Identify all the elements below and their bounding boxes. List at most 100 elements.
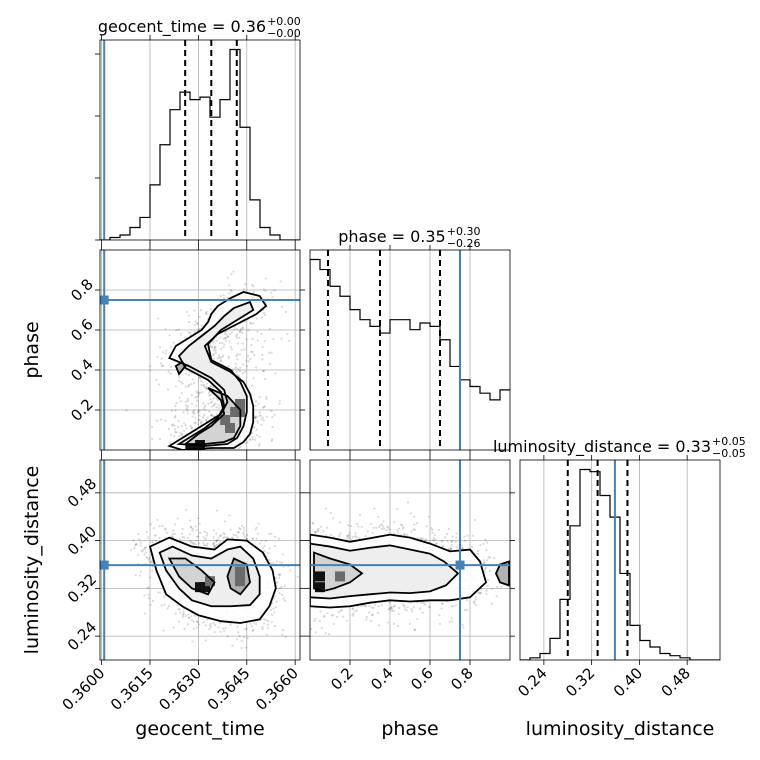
scatter-point <box>413 628 417 631</box>
title-minus-phase: −0.26 <box>447 237 481 250</box>
title-phase: phase = 0.35 +0.30−0.26 <box>338 225 480 250</box>
scatter-point <box>143 594 146 597</box>
scatter-point <box>253 621 256 624</box>
scatter-point <box>433 533 436 537</box>
scatter-point <box>172 341 175 344</box>
scatter-point <box>245 537 249 541</box>
scatter-point <box>488 556 492 559</box>
scatter-point <box>157 591 160 594</box>
scatter-point <box>205 387 208 390</box>
scatter-point <box>402 526 405 529</box>
hist-line-luminosity_distance <box>520 468 720 660</box>
scatter-point <box>211 400 214 403</box>
scatter-point <box>277 537 281 540</box>
scatter-point <box>279 280 282 283</box>
scatter-point <box>413 628 416 631</box>
scatter-point <box>184 423 187 427</box>
scatter-point <box>283 599 286 602</box>
contour-line-0-2 <box>182 387 242 445</box>
scatter-point <box>432 539 435 542</box>
scatter-point <box>236 454 238 456</box>
scatter-point <box>305 601 307 603</box>
scatter-point <box>168 451 170 453</box>
scatter-point <box>148 556 151 559</box>
scatter-point <box>169 372 172 375</box>
scatter-point <box>218 356 221 359</box>
scatter-point <box>345 535 349 538</box>
scatter-point <box>281 593 284 597</box>
scatter-point <box>192 627 195 630</box>
scatter-point <box>161 364 165 368</box>
scatter-point <box>212 349 216 352</box>
scatter-point <box>424 603 427 606</box>
scatter-point <box>158 437 162 441</box>
scatter-point <box>209 345 212 348</box>
scatter-point <box>168 333 171 337</box>
scatter-point <box>222 294 225 297</box>
scatter-point <box>137 532 140 536</box>
scatter-point <box>232 533 235 537</box>
scatter-point <box>223 452 225 454</box>
scatter-point <box>238 353 242 356</box>
scatter-point <box>215 540 218 543</box>
scatter-point <box>432 536 435 539</box>
scatter-point <box>397 531 400 534</box>
scatter-point <box>240 348 243 351</box>
scatter-point <box>198 418 201 421</box>
scatter-point <box>202 383 206 386</box>
scatter-point <box>353 610 356 613</box>
scatter-point <box>301 537 303 539</box>
scatter-point <box>256 339 259 342</box>
scatter-point <box>273 413 276 416</box>
scatter-point <box>214 345 217 349</box>
scatter-point <box>431 531 434 534</box>
scatter-point <box>356 522 359 525</box>
scatter-point <box>189 331 192 334</box>
scatter-point <box>212 541 216 544</box>
scatter-point <box>271 438 274 441</box>
scatter-point <box>419 601 423 604</box>
hist-panel-luminosity_distance: 0.24 0.32 0.40 0.48 <box>514 455 721 700</box>
scatter-point <box>371 613 374 616</box>
scatter-point <box>257 444 260 447</box>
scatter-point <box>236 342 240 345</box>
scatter-point <box>232 270 235 273</box>
scatter-point <box>254 528 257 531</box>
scatter-point <box>261 406 264 409</box>
scatter-point <box>230 331 233 334</box>
scatter-point <box>240 328 243 331</box>
scatter-point <box>351 535 355 538</box>
scatter-point <box>158 346 162 349</box>
scatter-point <box>255 526 258 529</box>
scatter-point <box>332 517 335 520</box>
scatter-point <box>251 438 255 441</box>
scatter-point <box>190 427 193 430</box>
scatter-point <box>183 627 186 631</box>
scatter-point <box>133 547 136 550</box>
x-tick-label-luminosity_distance-1: 0.32 <box>562 664 598 700</box>
scatter-point <box>215 397 218 400</box>
scatter-point <box>173 532 177 536</box>
scatter-point <box>254 416 257 419</box>
scatter-point <box>437 528 440 531</box>
scatter-point <box>425 538 428 541</box>
scatter-point <box>182 610 185 613</box>
scatter-point <box>479 591 482 594</box>
scatter-point <box>147 557 150 560</box>
scatter-point <box>371 532 374 535</box>
scatter-point <box>262 370 265 373</box>
scatter-point <box>390 606 393 610</box>
scatter-point <box>393 605 396 608</box>
scatter-point <box>215 509 219 512</box>
scatter-point <box>247 360 250 363</box>
scatter-point <box>250 343 253 347</box>
scatter-point <box>173 453 175 455</box>
x-tick-label-phase-0: 0.2 <box>327 664 357 694</box>
scatter-point <box>348 534 351 537</box>
scatter-point <box>322 530 325 533</box>
scatter-point <box>174 428 177 431</box>
scatter-point <box>209 626 212 629</box>
scatter-point <box>210 384 213 387</box>
scatter-point <box>160 357 163 360</box>
